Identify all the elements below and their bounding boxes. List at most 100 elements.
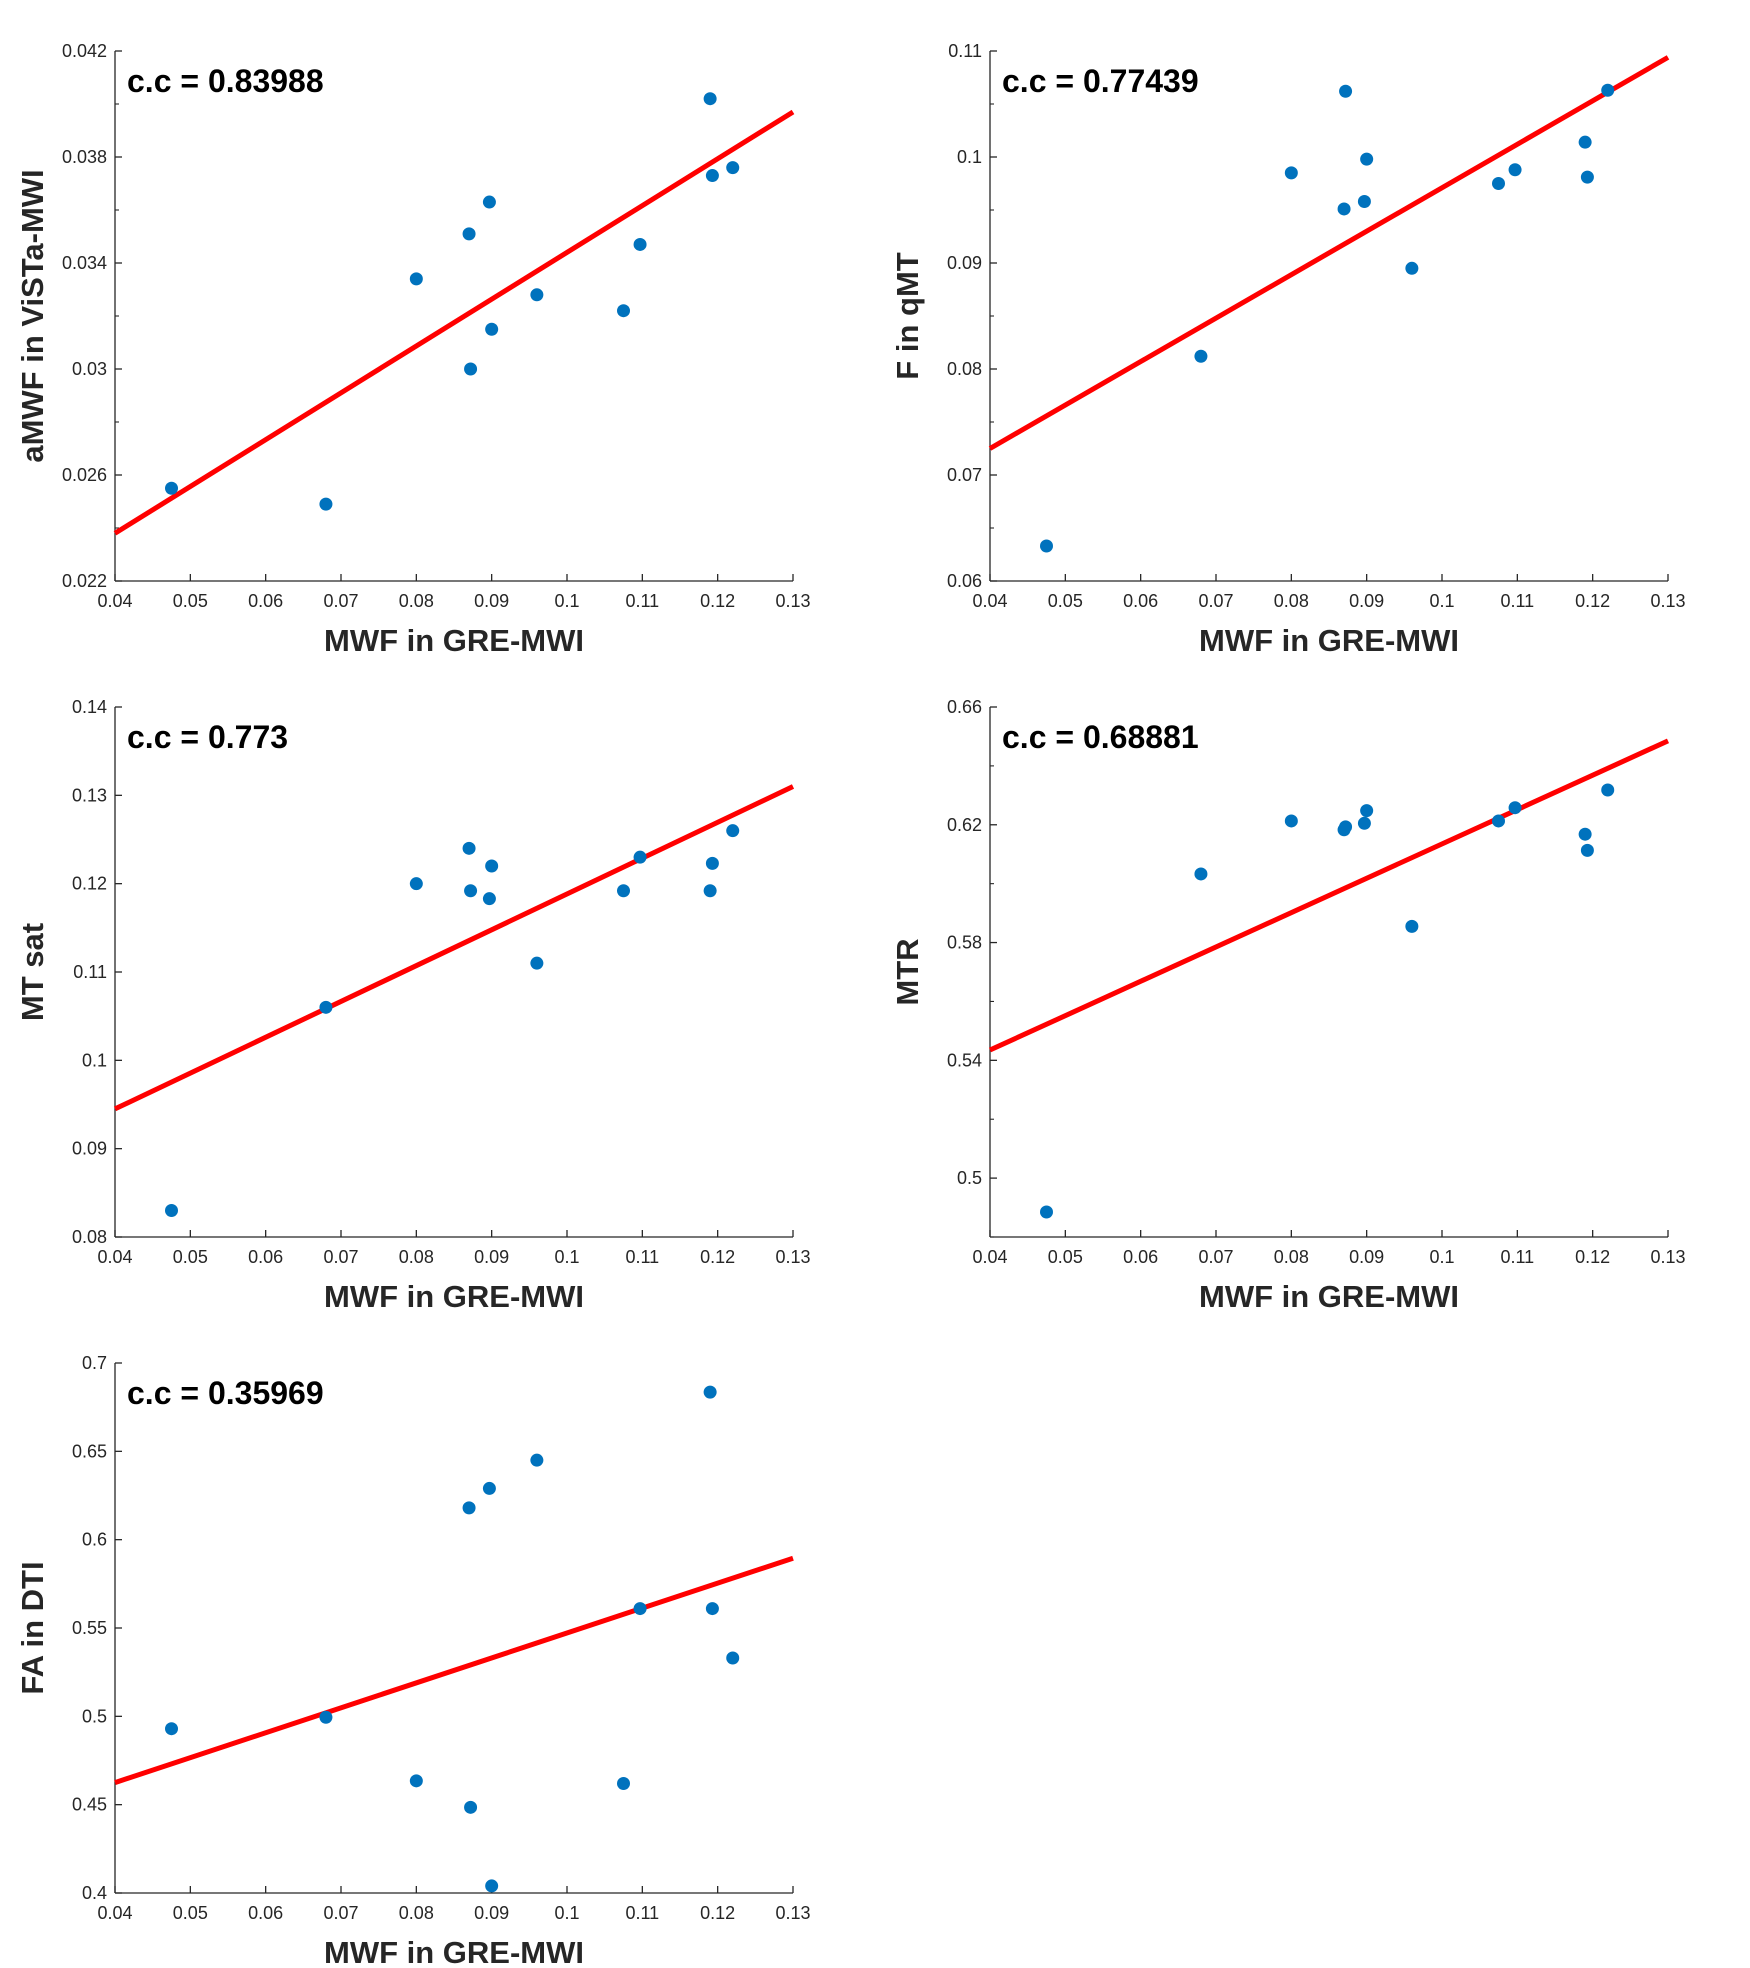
x-tick-label: 0.09 <box>474 591 509 611</box>
x-tick-label: 0.08 <box>1274 591 1309 611</box>
x-axis-label: MWF in GRE-MWI <box>324 623 584 658</box>
x-tick-label: 0.1 <box>554 1247 579 1267</box>
y-axis-label: FA in DTI <box>15 1561 50 1694</box>
y-tick-label: 0.06 <box>947 571 982 591</box>
correlation-annotation: c.c = 0.68881 <box>1002 719 1199 755</box>
x-tick-label: 0.04 <box>972 591 1007 611</box>
data-point <box>726 1651 740 1665</box>
x-tick-label: 0.13 <box>1650 591 1685 611</box>
y-tick-label: 0.5 <box>957 1168 982 1188</box>
x-tick-label: 0.05 <box>1048 591 1083 611</box>
data-point <box>703 884 717 898</box>
data-point <box>409 272 423 286</box>
y-tick-label: 0.55 <box>72 1618 107 1638</box>
data-point <box>530 1453 544 1467</box>
data-point <box>319 497 333 511</box>
y-tick-label: 0.14 <box>72 697 107 717</box>
correlation-annotation: c.c = 0.773 <box>127 719 288 755</box>
regression-line <box>113 784 795 1112</box>
data-point <box>1405 261 1419 275</box>
data-point <box>462 227 476 241</box>
x-tick-label: 0.09 <box>1349 591 1384 611</box>
data-point <box>409 877 423 891</box>
x-tick-label: 0.08 <box>399 591 434 611</box>
y-tick-label: 0.042 <box>62 41 107 61</box>
y-tick-label: 0.1 <box>957 147 982 167</box>
y-tick-label: 0.022 <box>62 571 107 591</box>
x-axis-label: MWF in GRE-MWI <box>324 1935 584 1968</box>
data-point <box>165 1204 178 1217</box>
data-point <box>409 1774 423 1788</box>
data-point <box>617 884 630 898</box>
data-point <box>633 850 647 864</box>
data-point <box>1194 867 1208 881</box>
x-tick-label: 0.13 <box>775 591 810 611</box>
data-point <box>705 1602 719 1616</box>
regression-line <box>114 1555 794 1785</box>
x-tick-label: 0.1 <box>1429 591 1454 611</box>
data-point <box>1492 814 1505 828</box>
x-tick-label: 0.1 <box>1429 1247 1454 1267</box>
y-tick-label: 0.038 <box>62 147 107 167</box>
y-tick-label: 0.09 <box>947 253 982 273</box>
y-tick-label: 0.026 <box>62 465 107 485</box>
data-point <box>1601 83 1615 97</box>
y-tick-label: 0.08 <box>72 1227 107 1247</box>
correlation-annotation: c.c = 0.35969 <box>127 1375 324 1411</box>
x-axis-label: MWF in GRE-MWI <box>324 1279 584 1314</box>
data-point <box>1040 1205 1053 1219</box>
data-point <box>1357 816 1371 830</box>
y-axis-label: F in qMT <box>890 252 925 379</box>
x-tick-label: 0.05 <box>173 1247 208 1267</box>
data-point <box>1339 84 1353 98</box>
data-point <box>726 824 740 838</box>
data-point <box>617 304 630 318</box>
correlation-annotation: c.c = 0.83988 <box>127 63 324 99</box>
x-tick-label: 0.12 <box>700 591 735 611</box>
x-axis-label: MWF in GRE-MWI <box>1199 623 1459 658</box>
x-tick-label: 0.07 <box>323 1247 358 1267</box>
x-tick-label: 0.04 <box>97 591 132 611</box>
y-axis-label: MTR <box>890 938 925 1005</box>
y-tick-label: 0.11 <box>73 962 107 982</box>
data-point <box>633 237 647 251</box>
data-point <box>1492 177 1505 190</box>
x-tick-label: 0.11 <box>625 591 659 611</box>
y-tick-label: 0.08 <box>947 359 982 379</box>
y-tick-label: 0.4 <box>82 1883 107 1903</box>
data-point <box>705 856 719 870</box>
x-tick-label: 0.06 <box>248 1247 283 1267</box>
x-tick-label: 0.07 <box>323 1903 358 1923</box>
x-tick-label: 0.08 <box>399 1247 434 1267</box>
data-point <box>1337 202 1351 216</box>
x-tick-label: 0.1 <box>554 1903 579 1923</box>
data-point <box>1508 163 1522 177</box>
x-tick-label: 0.04 <box>97 1247 132 1267</box>
y-tick-label: 0.09 <box>72 1139 107 1159</box>
y-axis-label: MT sat <box>15 923 50 1021</box>
data-point <box>485 1879 499 1893</box>
data-point <box>1339 820 1353 834</box>
data-point <box>1580 843 1594 857</box>
y-tick-label: 0.62 <box>947 815 982 835</box>
x-tick-label: 0.1 <box>554 591 579 611</box>
y-tick-label: 0.7 <box>82 1353 107 1373</box>
x-tick-label: 0.08 <box>1274 1247 1309 1267</box>
data-point <box>1040 539 1053 553</box>
data-point <box>1284 166 1298 180</box>
data-point <box>1601 783 1615 797</box>
data-point <box>633 1602 647 1616</box>
data-point <box>485 322 499 336</box>
x-tick-label: 0.07 <box>1198 591 1233 611</box>
data-point <box>485 859 499 873</box>
data-point <box>1405 919 1419 933</box>
data-point <box>1284 814 1298 828</box>
x-tick-label: 0.11 <box>625 1247 659 1267</box>
data-point <box>1357 195 1371 209</box>
data-point <box>165 481 178 495</box>
data-point <box>165 1722 178 1736</box>
y-tick-label: 0.6 <box>82 1530 107 1550</box>
x-tick-label: 0.12 <box>1575 1247 1610 1267</box>
x-tick-label: 0.07 <box>1198 1247 1233 1267</box>
data-point <box>462 841 476 855</box>
